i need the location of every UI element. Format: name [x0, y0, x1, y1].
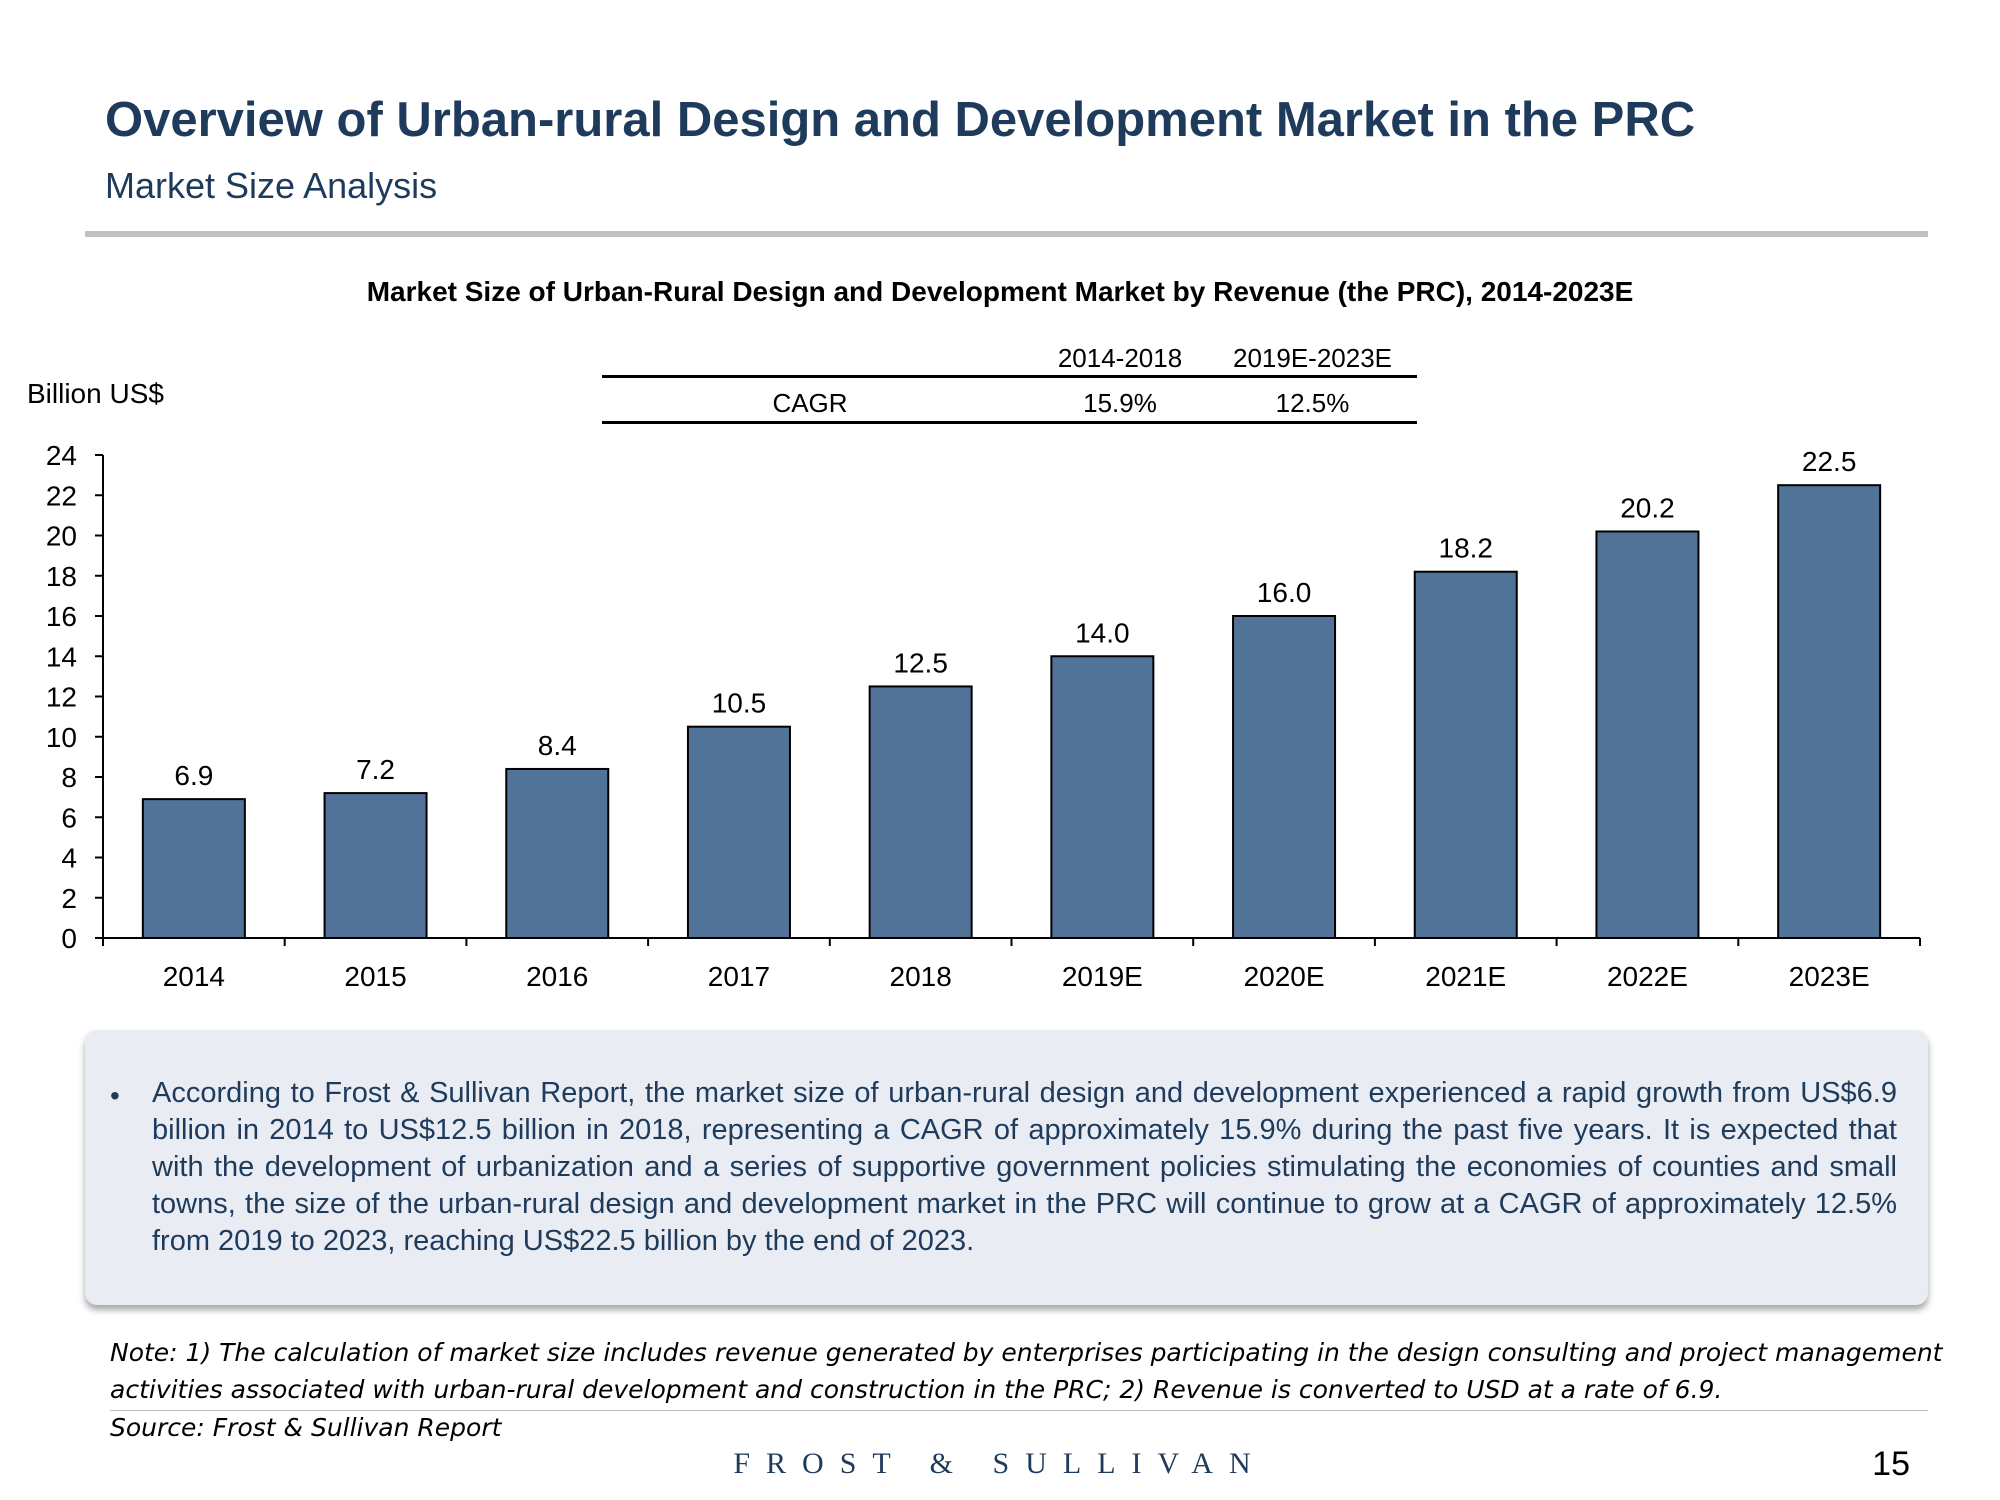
- bar: [141, 798, 246, 940]
- x-tick-label: 2023E: [1789, 961, 1870, 992]
- cagr-table-bottom-rule: [602, 421, 1417, 424]
- y-tick-label: 6: [61, 802, 77, 833]
- y-tick-label: 2: [61, 883, 77, 914]
- data-label: 6.9: [174, 760, 213, 791]
- page-title: Overview of Urban-rural Design and Devel…: [105, 93, 1696, 147]
- y-axis-unit-label: Billion US$: [27, 378, 164, 409]
- y-tick-label: 8: [61, 762, 77, 793]
- bar: [1413, 570, 1518, 939]
- footnote-line-2: activities associated with urban-rural d…: [110, 1375, 1723, 1404]
- data-label: 7.2: [356, 754, 395, 785]
- commentary-box: [85, 1030, 1928, 1305]
- x-tick-label: 2022E: [1607, 961, 1688, 992]
- bar: [505, 767, 610, 940]
- y-tick-label: 22: [46, 480, 77, 511]
- data-label: 20.2: [1620, 492, 1675, 523]
- bullet-dot: •: [110, 1080, 120, 1111]
- bar: [868, 685, 973, 939]
- data-label: 12.5: [893, 647, 948, 678]
- header-divider: [85, 231, 1928, 237]
- data-label: 18.2: [1439, 533, 1494, 564]
- bar: [686, 725, 791, 939]
- bar-chart: 6.920147.220158.4201610.5201712.5201814.…: [46, 440, 1921, 992]
- y-tick-label: 20: [46, 521, 77, 552]
- data-label: 14.0: [1075, 617, 1130, 648]
- cagr-period-1: 2014-2018: [1057, 343, 1183, 373]
- page-number: 15: [1872, 1445, 1910, 1483]
- x-tick-label: 2019E: [1062, 961, 1143, 992]
- y-tick-label: 24: [46, 440, 77, 471]
- bar: [1232, 615, 1337, 939]
- data-label: 8.4: [538, 730, 577, 761]
- chart-title: Market Size of Urban-Rural Design and De…: [366, 276, 1634, 307]
- x-tick-label: 2020E: [1244, 961, 1325, 992]
- x-tick-label: 2015: [344, 961, 406, 992]
- page-subtitle: Market Size Analysis: [105, 165, 438, 206]
- data-label: 16.0: [1257, 577, 1312, 608]
- bar: [1777, 484, 1882, 939]
- commentary-text: According to Frost & Sullivan Report, th…: [152, 1077, 1897, 1257]
- x-tick-label: 2021E: [1425, 961, 1506, 992]
- y-tick-label: 14: [46, 641, 77, 672]
- footnote-divider: [110, 1410, 1928, 1411]
- y-tick-label: 10: [46, 722, 77, 753]
- bar: [1050, 655, 1155, 939]
- y-tick-label: 4: [61, 843, 77, 874]
- frost-sullivan-logo: FROST & SULLIVAN: [733, 1447, 1267, 1480]
- cagr-value-1: 15.9%: [1083, 388, 1157, 418]
- x-tick-label: 2018: [890, 961, 952, 992]
- cagr-row-label: CAGR: [772, 388, 848, 418]
- data-label: 10.5: [712, 688, 767, 719]
- x-tick-label: 2014: [163, 961, 225, 992]
- footnote-line-1: Note: 1) The calculation of market size …: [110, 1338, 1943, 1367]
- bar: [323, 792, 428, 939]
- y-tick-label: 16: [46, 601, 77, 632]
- x-tick-label: 2016: [526, 961, 588, 992]
- y-tick-label: 0: [61, 923, 77, 954]
- cagr-table-top-rule: [602, 375, 1417, 378]
- data-label: 22.5: [1802, 446, 1857, 477]
- source-note: Source: Frost & Sullivan Report: [110, 1413, 502, 1442]
- y-tick-label: 18: [46, 561, 77, 592]
- cagr-value-2: 12.5%: [1275, 388, 1350, 418]
- bar: [1595, 530, 1700, 939]
- cagr-period-2: 2019E-2023E: [1232, 343, 1393, 373]
- x-tick-label: 2017: [708, 961, 770, 992]
- y-tick-label: 12: [46, 682, 77, 713]
